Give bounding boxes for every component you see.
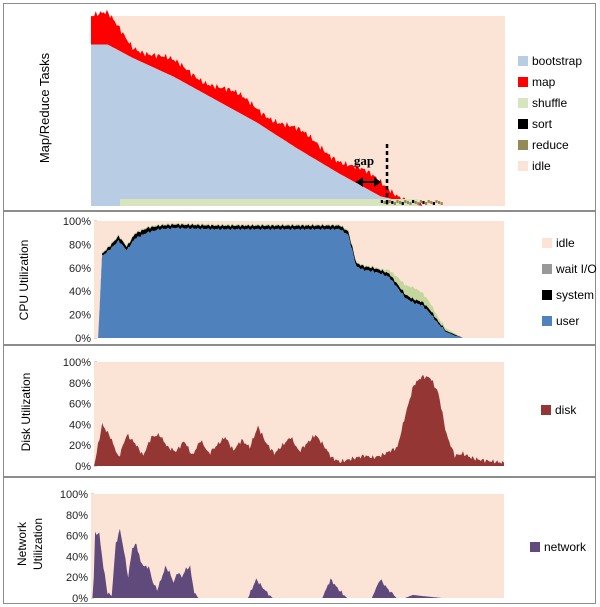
cpu-y-ticks: 0% 20% 40% 60% 80% 100% (63, 216, 97, 345)
legend-label-idle: idle (532, 159, 551, 173)
cpu-legend: idle wait I/O system user (542, 236, 597, 328)
area-sort (380, 200, 383, 203)
cpu-plot-area (94, 221, 504, 338)
legend-swatch-sort (518, 119, 528, 129)
area-reduce (383, 201, 386, 204)
legend-swatch-shuffle (518, 98, 528, 108)
y-tick-label: 80% (69, 239, 91, 251)
area-reduce (388, 200, 391, 203)
legend-swatch-wait_i_o (542, 264, 552, 274)
y-tick-label: 80% (69, 378, 91, 390)
legend-label-system: system (556, 288, 594, 302)
legend-swatch-reduce (518, 140, 528, 150)
network-utilization-panel: Network Utilization 0% 20% 40% 60% 80% 100% ne… (3, 477, 596, 605)
disk-utilization-chart: Disk Utilization 0% 20% 40% 60% 80% 100% disk (19, 357, 577, 473)
area-disk (94, 375, 504, 466)
y-tick-label: 60% (69, 399, 91, 411)
map-reduce-legend: bootstrap map shuffle sort reduce idle (518, 54, 582, 173)
map-reduce-tasks-chart: Map/Reduce Tasks gap bootstrap map shuffle… (37, 9, 582, 207)
legend-swatch-bootstrap (518, 56, 528, 66)
area-bootstrap (91, 44, 505, 206)
legend-label-disk: disk (555, 403, 577, 417)
legend-swatch-idle (542, 238, 552, 248)
legend-label-user: user (556, 314, 579, 328)
area-reduce (438, 201, 441, 204)
disk-legend: disk (541, 403, 577, 417)
area-sort (432, 202, 435, 205)
area-reduce (435, 200, 438, 203)
y-tick-label: 100% (60, 489, 88, 501)
area-reduce (406, 201, 409, 204)
legend-label-sort: sort (532, 117, 553, 131)
area-reduce (417, 202, 420, 205)
y-tick-label: 40% (69, 286, 91, 298)
network-ylabel: Network Utilization (15, 518, 45, 570)
area-network (91, 528, 504, 598)
area-system (94, 223, 504, 338)
area-reduce (393, 202, 396, 205)
y-tick-label: 0% (75, 461, 91, 473)
area-reduce (425, 202, 428, 205)
area-shuffle (119, 199, 419, 206)
area-reduce (409, 202, 412, 205)
cpu-utilization-chart: CPU Utilization 0% 20% 40% 60% 80% 100% idle w… (17, 216, 597, 345)
legend-label-bootstrap: bootstrap (532, 54, 582, 68)
area-reduce (404, 200, 407, 203)
y-tick-label: 20% (66, 572, 88, 584)
area-sort (391, 201, 394, 204)
cpu-ylabel: CPU Utilization (17, 240, 31, 321)
y-tick-label: 0% (72, 593, 88, 605)
map-reduce-tasks-panel: Map/Reduce Tasks gap bootstrap map shuffle… (3, 3, 596, 211)
area-sort (422, 201, 425, 204)
area-reduce (414, 201, 417, 204)
gap-arrow-head-right (374, 177, 382, 187)
area-reduce (399, 201, 402, 204)
legend-swatch-user (542, 316, 552, 326)
network-legend: network (530, 540, 587, 554)
legend-swatch-network (530, 542, 540, 552)
legend-label-map: map (532, 75, 556, 89)
legend-label-wait_i_o: wait I/O (555, 262, 597, 276)
area-idle (91, 494, 504, 598)
area-reduce (430, 201, 433, 204)
cpu-utilization-panel: CPU Utilization 0% 20% 40% 60% 80% 100% idle w… (3, 211, 597, 345)
y-tick-label: 20% (69, 440, 91, 452)
y-tick-label: 100% (63, 357, 91, 369)
area-reduce (427, 200, 430, 203)
y-tick-label: 20% (69, 310, 91, 322)
y-tick-label: 40% (69, 419, 91, 431)
network-plot-area (91, 494, 504, 598)
y-tick-label: 40% (66, 551, 88, 563)
disk-ylabel: Disk Utilization (19, 373, 33, 452)
gap-arrow-head-left (355, 177, 363, 187)
area-reduce (440, 202, 443, 205)
map-reduce-plot-area: gap (91, 9, 505, 207)
network-y-ticks: 0% 20% 40% 60% 80% 100% (60, 489, 94, 605)
legend-swatch-system (542, 290, 552, 300)
area-reduce (419, 200, 422, 203)
disk-y-ticks: 0% 20% 40% 60% 80% 100% (63, 357, 97, 473)
y-tick-label: 60% (66, 531, 88, 543)
area-sort (412, 200, 415, 203)
map-reduce-ylabel: Map/Reduce Tasks (37, 52, 52, 163)
legend-swatch-disk (541, 405, 551, 415)
gap-annotation: gap (354, 153, 374, 168)
disk-utilization-panel: Disk Utilization 0% 20% 40% 60% 80% 100% disk (3, 345, 596, 477)
area-sort (401, 202, 404, 205)
legend-label-shuffle: shuffle (532, 96, 567, 110)
area-reduce (396, 200, 399, 203)
legend-label-reduce: reduce (532, 138, 569, 152)
y-tick-label: 0% (75, 333, 91, 345)
legend-label-idle: idle (556, 236, 575, 250)
area-user (94, 227, 504, 338)
legend-swatch-idle (518, 161, 528, 171)
legend-label-network: network (544, 540, 587, 554)
y-tick-label: 60% (69, 263, 91, 275)
network-utilization-chart: Network Utilization 0% 20% 40% 60% 80% 100% ne… (15, 489, 587, 605)
y-tick-label: 100% (63, 216, 91, 228)
legend-swatch-map (518, 77, 528, 87)
disk-plot-area (94, 362, 504, 466)
y-tick-label: 80% (66, 510, 88, 522)
